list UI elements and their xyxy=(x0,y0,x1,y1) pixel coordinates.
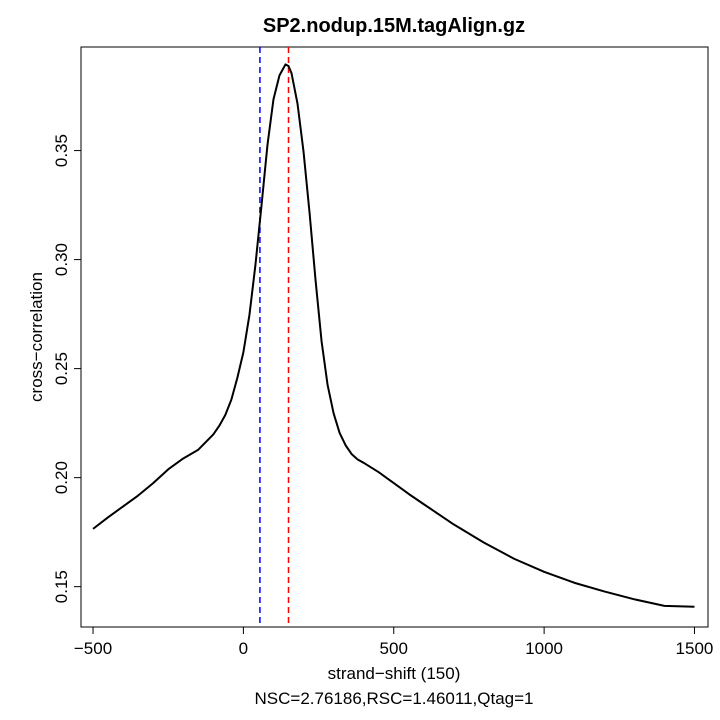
x-axis: −500 0 500 1000 1500 xyxy=(74,627,714,658)
reference-lines xyxy=(259,47,290,627)
y-tick-label: 0.20 xyxy=(52,461,71,494)
x-tick-label: 1500 xyxy=(676,639,714,658)
x-axis-title: strand−shift (150) xyxy=(328,664,461,683)
y-tick-label: 0.25 xyxy=(52,352,71,385)
series-layer xyxy=(92,63,695,608)
chart-title: SP2.nodup.15M.tagAlign.gz xyxy=(263,15,525,37)
y-axis: 0.15 0.20 0.25 0.30 0.35 xyxy=(52,134,81,603)
y-tick-label: 0.30 xyxy=(52,243,71,276)
y-axis-title: cross−correlation xyxy=(27,272,46,402)
cross-correlation-line xyxy=(92,63,695,608)
x-tick-label: 1000 xyxy=(525,639,563,658)
plot-frame xyxy=(80,46,709,628)
x-tick-label: −500 xyxy=(74,639,112,658)
y-tick-label: 0.15 xyxy=(52,570,71,603)
x-tick-label: 0 xyxy=(239,639,248,658)
y-tick-label: 0.35 xyxy=(52,134,71,167)
chart-subtitle: NSC=2.76186,RSC=1.46011,Qtag=1 xyxy=(255,689,534,708)
x-tick-label: 500 xyxy=(380,639,408,658)
